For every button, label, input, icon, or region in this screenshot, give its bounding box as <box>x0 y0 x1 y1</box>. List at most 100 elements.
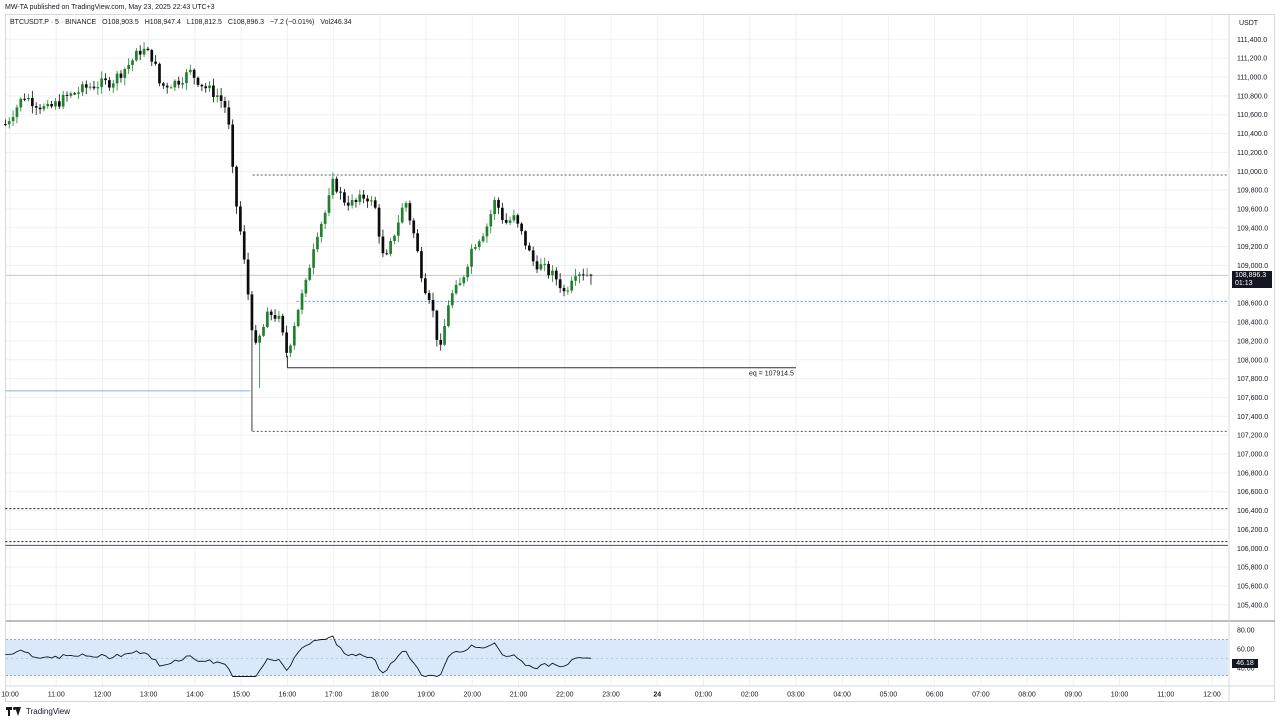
candle[interactable] <box>231 119 235 174</box>
candle[interactable] <box>19 97 23 112</box>
candle[interactable] <box>42 103 46 112</box>
candle[interactable] <box>169 85 173 89</box>
candle[interactable] <box>227 100 231 130</box>
candle[interactable] <box>531 246 535 266</box>
candle[interactable] <box>581 268 585 281</box>
candle[interactable] <box>466 264 470 282</box>
candle[interactable] <box>400 203 404 224</box>
candle[interactable] <box>574 268 577 286</box>
candle[interactable] <box>185 69 188 91</box>
candle[interactable] <box>281 313 285 336</box>
candle[interactable] <box>7 117 11 129</box>
candle[interactable] <box>123 67 127 86</box>
candle[interactable] <box>412 218 416 239</box>
candle[interactable] <box>570 276 574 294</box>
candle[interactable] <box>165 82 169 94</box>
candle[interactable] <box>177 76 181 89</box>
candle[interactable] <box>585 268 589 277</box>
candle[interactable] <box>289 343 292 357</box>
candle[interactable] <box>61 90 65 110</box>
candle[interactable] <box>273 309 277 322</box>
candle[interactable] <box>316 232 319 253</box>
candle[interactable] <box>131 58 134 72</box>
candle[interactable] <box>239 201 242 235</box>
candle[interactable] <box>38 103 42 114</box>
candle[interactable] <box>154 55 157 66</box>
candle[interactable] <box>427 290 431 304</box>
candle[interactable] <box>404 201 408 212</box>
candle[interactable] <box>497 197 500 214</box>
candle[interactable] <box>88 82 92 91</box>
candle[interactable] <box>30 90 34 114</box>
candle[interactable] <box>50 100 53 109</box>
legend-symbol[interactable]: BTCUSDT.P · 5 · BINANCE <box>10 19 97 26</box>
candle[interactable] <box>215 88 219 103</box>
candle[interactable] <box>296 308 300 328</box>
oscillator-line[interactable] <box>5 635 592 677</box>
candle[interactable] <box>393 234 396 245</box>
candle[interactable] <box>501 202 504 224</box>
candle[interactable] <box>196 76 200 88</box>
candle[interactable] <box>362 190 366 204</box>
candle[interactable] <box>396 215 400 243</box>
candle[interactable] <box>485 223 489 243</box>
candle[interactable] <box>65 91 69 102</box>
candle[interactable] <box>512 209 516 223</box>
candle[interactable] <box>470 244 473 274</box>
candle[interactable] <box>474 243 477 251</box>
candle[interactable] <box>423 273 427 295</box>
candle[interactable] <box>458 277 462 286</box>
candle[interactable] <box>73 91 77 96</box>
candle[interactable] <box>493 196 497 220</box>
candle[interactable] <box>300 289 304 315</box>
candle[interactable] <box>431 292 435 318</box>
candle[interactable] <box>520 222 523 235</box>
candle[interactable] <box>127 58 131 74</box>
candle[interactable] <box>142 42 146 57</box>
candle[interactable] <box>138 45 142 61</box>
candle[interactable] <box>535 255 539 274</box>
candle[interactable] <box>462 275 466 287</box>
candle[interactable] <box>327 187 331 217</box>
candle[interactable] <box>4 119 7 126</box>
candle[interactable] <box>447 300 450 328</box>
candle[interactable] <box>223 96 227 113</box>
candle[interactable] <box>173 79 177 91</box>
candle[interactable] <box>250 291 254 432</box>
candle[interactable] <box>96 81 100 95</box>
candle[interactable] <box>188 64 192 75</box>
candle[interactable] <box>578 271 581 284</box>
candle[interactable] <box>373 196 377 210</box>
candle[interactable] <box>92 80 96 91</box>
candle[interactable] <box>111 79 115 94</box>
candle[interactable] <box>350 194 354 209</box>
candle[interactable] <box>77 86 80 99</box>
candle[interactable] <box>454 280 458 296</box>
candle[interactable] <box>212 78 215 103</box>
candle[interactable] <box>408 200 412 225</box>
candle[interactable] <box>543 257 547 272</box>
candle[interactable] <box>34 102 38 115</box>
candle[interactable] <box>200 83 204 92</box>
candle[interactable] <box>54 98 57 110</box>
candle[interactable] <box>146 46 150 52</box>
candle[interactable] <box>15 104 19 124</box>
candle[interactable] <box>346 195 350 211</box>
candle[interactable] <box>108 77 111 91</box>
candle[interactable] <box>370 195 373 206</box>
candle[interactable] <box>27 93 30 102</box>
candle[interactable] <box>208 81 211 92</box>
candle[interactable] <box>439 333 443 351</box>
candle[interactable] <box>554 267 558 286</box>
candle[interactable] <box>508 216 512 226</box>
candle[interactable] <box>266 307 269 329</box>
candle[interactable] <box>23 93 26 102</box>
candle[interactable] <box>343 189 346 206</box>
candle[interactable] <box>104 73 107 85</box>
candle[interactable] <box>235 165 238 214</box>
candle[interactable] <box>292 322 296 350</box>
candle[interactable] <box>416 229 419 253</box>
candle[interactable] <box>161 81 165 89</box>
candle[interactable] <box>435 309 439 347</box>
candle[interactable] <box>269 309 273 321</box>
